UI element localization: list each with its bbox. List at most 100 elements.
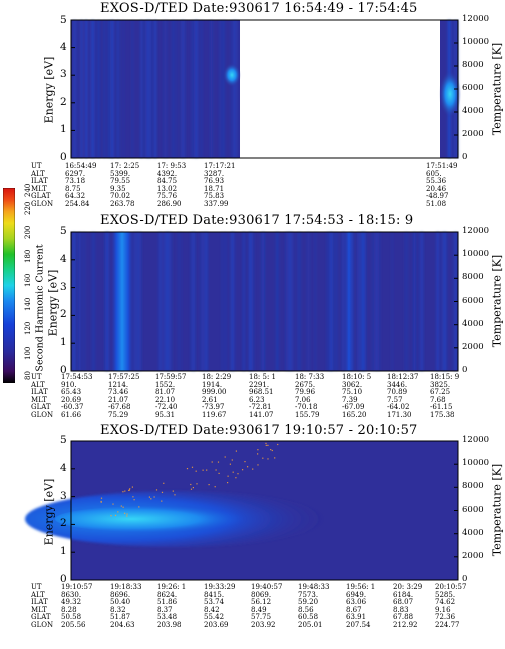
y-tick: 5 [60,225,67,237]
noise-point [208,484,210,486]
heatmap-streak [117,20,119,158]
heatmap-streak [107,20,110,158]
heatmap-streak [224,232,227,371]
heatmap-streak [221,232,223,371]
heatmap-streak [326,232,328,371]
noise-point [227,482,229,484]
heatmap-streak [154,20,156,158]
heatmap-streak [232,232,235,371]
heatmap-streak [110,20,112,158]
heatmap-streak [73,232,76,371]
y-tick: 2 [60,96,67,108]
heatmap-streak [336,232,338,371]
heatmap-streak [201,232,203,371]
noise-point [202,469,204,471]
heatmap-streak [420,232,423,371]
heatmap-streak [181,20,183,158]
ephemeris-column: 17:51:49 605. 55.36 20.46 -48.97 51.08 [426,162,458,208]
noise-point [161,500,163,502]
y2-axis-label: Temperature [K] [490,463,504,557]
noise-point [215,469,217,471]
data-gap [240,20,440,158]
heatmap-streak [161,232,164,371]
heatmap-streak [418,232,420,371]
ephemeris-column: 19:40:57 8069. 56.12 8.49 57.75 203.92 [251,583,283,629]
noise-point [150,498,152,500]
heatmap-streak [204,232,206,371]
noise-point [163,482,165,484]
heatmap-streak [85,20,87,158]
heatmap-streak [132,20,133,158]
noise-point [277,443,279,446]
heatmap-streak [80,20,83,158]
y-tick: 0 [60,364,67,376]
heatmap-streak [332,232,334,371]
heatmap-streak [242,232,245,371]
noise-point [227,475,229,477]
noise-point [218,472,220,474]
heatmap-streak [83,232,85,371]
heatmap-streak [196,20,199,158]
intensity-band [110,232,134,371]
heatmap-streak [297,232,299,371]
heatmap-streak [191,232,193,371]
y-tick: 4 [60,41,67,53]
heatmap-streak [391,232,393,371]
noise-point [265,442,267,444]
noise-point [100,500,102,503]
heatmap-streak [195,20,197,158]
heatmap-streak [107,232,110,371]
y2-tick: 6000 [462,505,484,515]
noise-point [192,487,194,489]
row-label: MLT [31,605,47,614]
noise-point [122,506,124,508]
heatmap-streak [73,20,76,158]
heatmap-streak [159,232,161,371]
noise-point [153,496,155,498]
y-tick: 1 [60,123,67,135]
ephemeris-column: 16:54:49 6297. 73.18 8.75 64.32 254.84 [65,162,97,208]
noise-point [195,470,197,472]
noise-point [235,450,237,452]
heatmap-streak [105,232,107,371]
ephemeris-column: 18: 7:33 2675. 79.96 7.06 -70.18 155.79 [295,373,325,419]
y2-tick: 2000 [462,551,484,561]
heatmap-streak [157,232,160,371]
noise-point [231,459,233,461]
noise-point [190,488,193,490]
heatmap-streak [219,20,221,158]
heatmap-streak [92,20,95,158]
noise-point [257,453,259,455]
heatmap-streak [441,232,443,371]
heatmap-streak [145,20,147,158]
heatmap-streak [182,20,185,158]
heatmap-streak [221,20,223,158]
heatmap-streak [328,232,330,371]
panel-title: EXOS-D/TED Date:930617 17:54:53 - 18:15:… [100,213,414,228]
colorbar-scale [3,188,15,383]
y2-tick: 12000 [462,226,490,236]
row-label: GLAT [31,403,51,412]
heatmap-streak [308,232,310,371]
heatmap-streak [236,20,238,158]
ephemeris-column: 18: 5: 1 2291. 968.51 6.23 -72.81 141.07 [249,373,276,419]
noise-point [252,468,254,470]
heatmap-streak [230,232,232,371]
noise-point [224,456,226,458]
y-axis-label: Energy [eV] [42,478,56,546]
heatmap-streak [136,232,138,371]
noise-point [172,490,174,492]
noise-point [232,471,234,473]
heatmap-streak [164,232,167,371]
noise-point [211,461,213,463]
y2-tick: 12000 [462,435,490,445]
heatmap-streak [436,232,439,371]
noise-point [186,468,189,470]
noise-point [206,469,208,471]
heatmap-streak [378,232,380,371]
y2-tick: 0 [462,152,468,162]
noise-point [267,458,269,460]
y2-tick: 8000 [462,60,484,70]
